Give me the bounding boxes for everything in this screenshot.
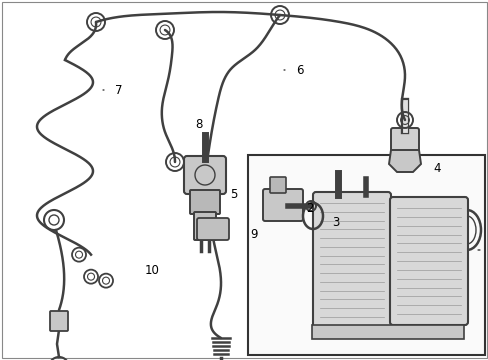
FancyBboxPatch shape (390, 128, 418, 152)
FancyBboxPatch shape (389, 197, 467, 325)
Text: 5: 5 (229, 189, 237, 202)
FancyBboxPatch shape (183, 156, 225, 194)
Text: 9: 9 (249, 229, 257, 242)
Text: 3: 3 (331, 216, 339, 229)
FancyBboxPatch shape (312, 192, 390, 328)
FancyBboxPatch shape (194, 212, 216, 240)
Text: 7: 7 (115, 84, 122, 96)
FancyBboxPatch shape (269, 177, 285, 193)
Text: 4: 4 (432, 162, 440, 175)
Text: 6: 6 (295, 63, 303, 77)
FancyBboxPatch shape (263, 189, 303, 221)
Bar (247, 155, 484, 355)
Bar (311, 325, 463, 339)
FancyBboxPatch shape (190, 190, 220, 214)
Text: 10: 10 (145, 264, 160, 276)
FancyBboxPatch shape (197, 218, 228, 240)
Text: 8: 8 (195, 118, 202, 131)
FancyBboxPatch shape (50, 311, 68, 331)
Text: 2: 2 (305, 202, 313, 215)
Polygon shape (388, 150, 420, 172)
